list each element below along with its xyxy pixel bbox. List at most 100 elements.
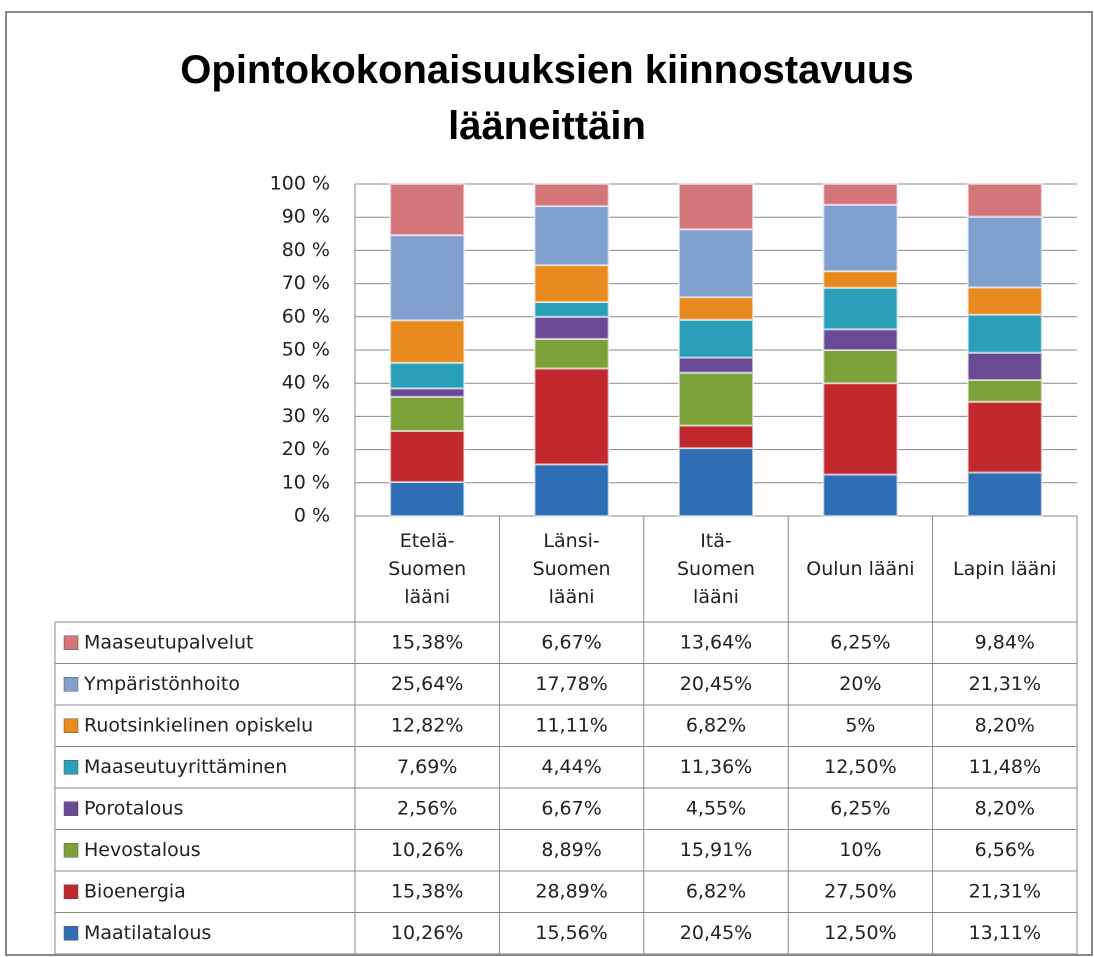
y-tick-label: 40 %: [282, 372, 330, 394]
data-label: 25,64%: [391, 673, 463, 695]
data-label: 20,45%: [680, 673, 752, 695]
data-label: 2,56%: [397, 797, 457, 819]
bar-segment: [822, 349, 899, 385]
bar-segment: [678, 356, 754, 374]
legend-swatch: [63, 718, 79, 733]
y-tick-label: 30 %: [282, 405, 330, 427]
x-tick-label: Länsi-Suomen lääni: [532, 530, 611, 608]
y-tick-label: 80 %: [282, 239, 330, 261]
bar-segment: [678, 296, 754, 321]
bar-segment: [533, 315, 610, 340]
chart-title: Opintokokonaisuuksien kiinnostavuus lään…: [180, 48, 914, 148]
data-label: 7,69%: [397, 756, 457, 778]
data-label: 6,56%: [975, 839, 1035, 861]
data-label: 6,82%: [686, 714, 746, 736]
bar-segment: [678, 183, 754, 231]
bar-segment: [678, 424, 754, 450]
bar-segment: [966, 378, 1043, 403]
data-label: 8,20%: [975, 714, 1035, 736]
bar-segment: [533, 367, 610, 466]
bar-segment: [533, 264, 610, 304]
bar-segment: [533, 301, 610, 318]
data-label: 13,11%: [969, 922, 1041, 944]
bar-segment: [966, 471, 1043, 517]
data-label: 27,50%: [824, 880, 896, 902]
legend-label: Maaseutuyrittäminen: [84, 756, 287, 778]
data-label: 5%: [845, 714, 875, 736]
bar-segment: [822, 203, 899, 273]
y-tick-label: 10 %: [282, 471, 330, 493]
data-label: 15,38%: [391, 631, 463, 653]
data-label: 11,48%: [969, 756, 1041, 778]
data-label: 8,20%: [975, 797, 1035, 819]
data-label: 8,89%: [541, 839, 601, 861]
legend-label: Ruotsinkielinen opiskelu: [84, 714, 313, 736]
bar-segment: [389, 480, 466, 517]
y-tick-label: 0 %: [294, 505, 330, 527]
data-label: 6,67%: [541, 797, 601, 819]
bar-segment: [389, 319, 466, 364]
data-label: 20,45%: [680, 922, 752, 944]
data-label: 6,25%: [830, 797, 890, 819]
legend-swatch: [63, 760, 79, 775]
bar-segment: [678, 318, 754, 359]
bar-segment: [678, 447, 754, 517]
bar-segment: [966, 286, 1043, 316]
y-tick-label: 60 %: [282, 305, 330, 327]
data-label: 15,56%: [535, 922, 607, 944]
data-label: 4,55%: [686, 797, 746, 819]
x-tick-label: Itä-Suomen lääni: [677, 530, 755, 608]
data-label: 12,50%: [824, 922, 896, 944]
legend-swatch: [63, 801, 79, 816]
bar-segment: [389, 395, 466, 432]
data-label: 6,67%: [541, 631, 601, 653]
legend-label: Porotalous: [84, 797, 183, 819]
bar-segment: [966, 400, 1043, 474]
data-label: 21,31%: [969, 673, 1041, 695]
bar-segment: [678, 371, 754, 427]
legend-swatch: [63, 843, 79, 858]
bar-segment: [966, 215, 1043, 289]
bar-segment: [822, 286, 899, 331]
bar-segment: [966, 182, 1043, 218]
data-label: 13,64%: [680, 631, 752, 653]
data-label: 21,31%: [969, 880, 1041, 902]
y-tick-label: 50 %: [282, 339, 330, 361]
bar-segment: [533, 182, 610, 208]
data-label: 11,36%: [680, 756, 752, 778]
data-label: 20%: [839, 673, 881, 695]
legend-swatch: [63, 677, 79, 692]
legend-label: Hevostalous: [84, 839, 201, 861]
y-tick-label: 20 %: [282, 438, 330, 460]
bar-segment: [822, 183, 899, 206]
data-label: 9,84%: [975, 631, 1035, 653]
bar-segment: [389, 387, 466, 398]
data-label: 11,11%: [535, 714, 607, 736]
bar-segment: [678, 228, 754, 299]
bar-segment: [822, 473, 899, 517]
legend-label: Bioenergia: [84, 880, 186, 902]
bar-segment: [389, 183, 466, 237]
data-label: 6,25%: [830, 631, 890, 653]
bar-segment: [533, 337, 610, 370]
data-label: 15,91%: [680, 839, 752, 861]
data-label: 17,78%: [535, 673, 607, 695]
bar-segment: [533, 205, 610, 267]
x-tick-label: Lapin lääni: [953, 558, 1057, 580]
bar-segment: [389, 234, 466, 322]
legend-swatch: [63, 926, 79, 941]
bar-segment: [822, 382, 899, 476]
legend-swatch: [63, 635, 79, 650]
y-tick-label: 70 %: [282, 272, 330, 294]
bar-segment: [822, 270, 899, 289]
data-label: 12,50%: [824, 756, 896, 778]
x-tick-label: Etelä-Suomen lääni: [388, 530, 467, 608]
data-label: 10%: [839, 839, 881, 861]
data-label: 10,26%: [391, 839, 463, 861]
data-label: 10,26%: [391, 922, 463, 944]
bar-segment: [966, 313, 1043, 354]
data-label: 4,44%: [541, 756, 601, 778]
legend-label: Ympäristönhoito: [83, 673, 240, 695]
